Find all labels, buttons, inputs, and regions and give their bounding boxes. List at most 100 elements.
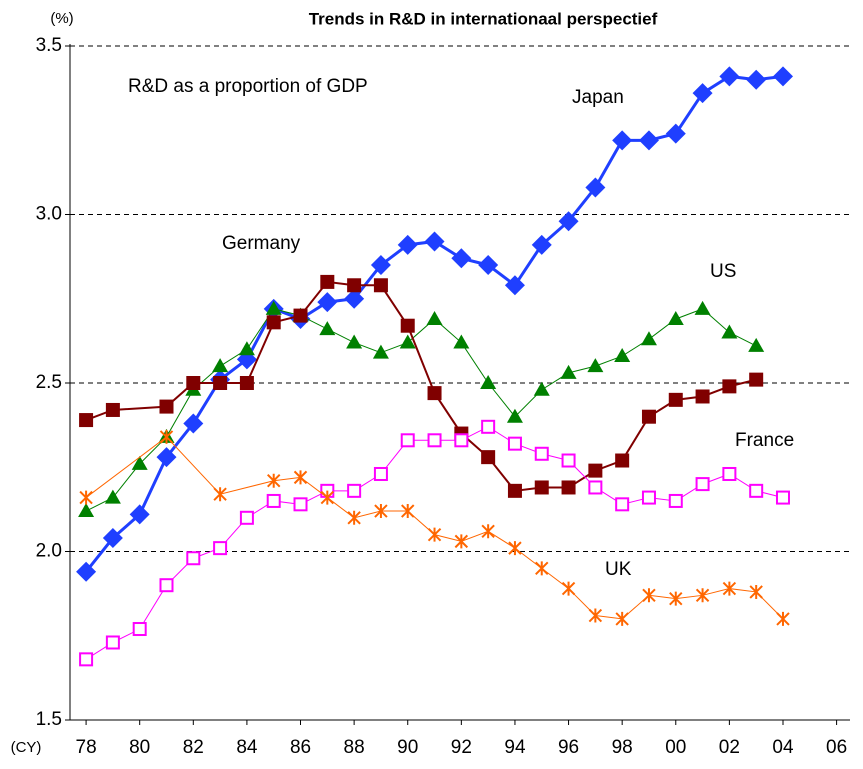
marker — [265, 300, 282, 315]
marker — [156, 447, 177, 468]
marker — [506, 408, 523, 423]
marker — [722, 466, 737, 481]
marker — [615, 611, 629, 626]
marker — [213, 541, 228, 556]
marker — [533, 381, 550, 396]
marker — [535, 561, 549, 576]
series-label: Japan — [572, 87, 624, 108]
marker — [373, 278, 388, 293]
marker — [102, 528, 123, 549]
marker — [480, 375, 497, 389]
series-label: US — [710, 261, 736, 282]
marker — [401, 504, 415, 519]
marker — [615, 497, 630, 512]
marker — [79, 652, 94, 667]
marker — [293, 308, 308, 323]
series-line — [85, 426, 784, 660]
marker — [105, 635, 120, 650]
marker — [719, 66, 740, 87]
marker — [131, 455, 148, 470]
marker — [746, 69, 767, 90]
series-label: Germany — [222, 233, 301, 254]
marker — [481, 419, 496, 434]
marker — [239, 376, 254, 390]
marker — [722, 581, 737, 596]
marker — [374, 504, 388, 519]
marker — [400, 318, 415, 333]
marker — [104, 489, 121, 504]
marker — [267, 473, 281, 488]
marker — [668, 493, 683, 508]
marker — [76, 561, 97, 582]
marker — [585, 177, 606, 198]
marker — [451, 248, 472, 269]
marker — [159, 429, 174, 444]
marker — [213, 487, 227, 502]
marker — [615, 453, 630, 468]
marker — [453, 334, 470, 349]
marker — [749, 584, 763, 599]
series-label: France — [735, 430, 794, 451]
marker — [293, 470, 308, 485]
x-tick-label: 02 — [719, 737, 740, 758]
marker — [320, 490, 335, 505]
marker — [642, 588, 656, 603]
y-tick-label: 3.0 — [36, 204, 62, 225]
marker — [399, 334, 416, 349]
marker — [776, 611, 790, 626]
x-tick-label: 92 — [451, 737, 472, 758]
marker — [400, 433, 415, 448]
y-tick-label: 3.5 — [36, 35, 62, 56]
marker — [665, 123, 686, 144]
marker — [78, 503, 95, 518]
annotation: R&D as a proportion of GDP — [128, 76, 368, 97]
marker — [317, 292, 338, 313]
marker — [427, 433, 442, 448]
marker — [640, 331, 657, 346]
marker — [507, 483, 522, 498]
marker — [587, 358, 604, 373]
marker — [692, 83, 713, 104]
marker — [347, 483, 362, 498]
marker — [748, 337, 765, 352]
marker — [79, 413, 94, 428]
marker — [560, 364, 577, 379]
chart-title: Trends in R&D in internationaal perspect… — [309, 9, 658, 28]
marker — [212, 358, 229, 373]
marker — [426, 310, 443, 325]
marker — [695, 477, 710, 492]
marker — [319, 321, 336, 336]
marker — [159, 578, 174, 593]
marker — [561, 581, 576, 596]
marker — [132, 622, 147, 637]
marker — [397, 234, 418, 255]
marker — [561, 453, 576, 468]
x-tick-label: 94 — [504, 737, 526, 758]
marker — [588, 608, 603, 623]
x-unit: (CY) — [11, 739, 42, 756]
marker — [478, 255, 499, 276]
series-label: UK — [605, 559, 632, 580]
marker — [695, 588, 710, 603]
marker — [561, 480, 576, 495]
marker — [370, 255, 391, 276]
marker — [424, 231, 445, 252]
y-tick-label: 1.5 — [36, 709, 62, 730]
x-tick-label: 06 — [826, 737, 847, 758]
marker — [266, 493, 281, 508]
marker — [347, 278, 362, 293]
marker — [481, 524, 495, 539]
marker — [588, 463, 603, 478]
marker — [347, 510, 361, 525]
x-tick-label: 86 — [290, 737, 311, 758]
marker — [293, 497, 308, 512]
marker — [79, 490, 93, 505]
marker — [504, 275, 525, 296]
marker — [772, 66, 793, 87]
marker — [667, 310, 684, 325]
marker — [694, 300, 711, 315]
marker — [641, 409, 656, 424]
marker — [129, 504, 150, 525]
marker — [372, 344, 389, 359]
